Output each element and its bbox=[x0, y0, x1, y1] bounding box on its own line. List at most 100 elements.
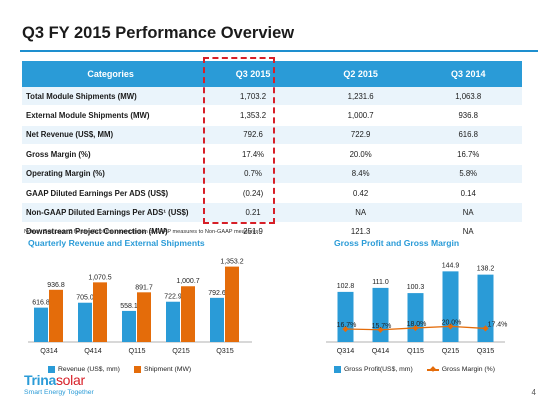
x-tick-label: Q115 bbox=[407, 346, 424, 355]
cell-value: NA bbox=[306, 202, 415, 223]
x-tick-label: Q414 bbox=[372, 346, 390, 355]
bar bbox=[372, 287, 389, 342]
cell-value: 0.21 bbox=[199, 202, 307, 223]
data-label: 792.6 bbox=[208, 290, 226, 297]
legend-item-revenue: Revenue (US$, mm) bbox=[48, 366, 120, 373]
bar bbox=[49, 289, 63, 342]
data-label: 616.8 bbox=[32, 300, 50, 307]
q3-2015-highlight-box bbox=[203, 57, 275, 224]
cell-value: 722.9 bbox=[306, 125, 415, 146]
revenue-shipment-chart: 616.8 936.8 Q314 705.0 1,070.5 Q414 558.1 891.7… bbox=[28, 259, 252, 355]
cell-value: 121.3 bbox=[306, 222, 415, 243]
cell-value: 1,353.2 bbox=[199, 105, 307, 126]
bar bbox=[477, 274, 494, 342]
cell-value: 616.8 bbox=[414, 125, 522, 146]
legend-label: Shipment (MW) bbox=[143, 366, 192, 373]
x-tick-label: Q315 bbox=[216, 346, 234, 355]
cell-value: 17.4% bbox=[199, 144, 307, 165]
header-q2-2015: Q2 2015 bbox=[306, 61, 415, 87]
table-row: GAAP Diluted Earnings Per ADS (US$) (0.2… bbox=[22, 183, 522, 204]
bar bbox=[122, 310, 136, 342]
bar bbox=[78, 302, 92, 342]
x-tick-label: Q215 bbox=[172, 346, 190, 355]
cell-value: 8.4% bbox=[306, 164, 415, 184]
row-label: External Module Shipments (MW) bbox=[22, 105, 200, 126]
table-row: Non-GAAP Diluted Earnings Per ADS¹ (US$)… bbox=[22, 202, 522, 223]
bar bbox=[210, 297, 224, 342]
cell-value: 1,703.2 bbox=[199, 87, 307, 107]
logo-brand-b: solar bbox=[55, 372, 85, 388]
table-row: Operating Margin (%) 0.7% 8.4% 5.8% bbox=[22, 164, 522, 184]
revenue-chart-title: Quarterly Revenue and External Shipments bbox=[28, 238, 205, 248]
data-label: 102.8 bbox=[337, 283, 355, 290]
x-tick-label: Q414 bbox=[84, 346, 102, 355]
legend-item-shipment: Shipment (MW) bbox=[133, 366, 192, 373]
row-label: Operating Margin (%) bbox=[22, 164, 200, 184]
legend-swatch bbox=[48, 366, 55, 373]
data-label: 936.8 bbox=[47, 282, 65, 289]
performance-table: Categories Q3 2015 Q2 2015 Q3 2014 Total… bbox=[22, 61, 522, 243]
logo-wordmark: Trinasolar bbox=[24, 372, 94, 388]
legend-label: Revenue (US$, mm) bbox=[58, 366, 120, 373]
legend-item-gross-margin: Gross Margin (%) bbox=[426, 366, 495, 373]
legend-line-swatch bbox=[426, 368, 439, 371]
data-label: 138.2 bbox=[477, 266, 495, 273]
line-data-label: 20.0% bbox=[442, 319, 462, 326]
line-point bbox=[447, 323, 454, 330]
cell-value: 0.7% bbox=[199, 164, 307, 184]
data-label: 705.0 bbox=[76, 295, 94, 302]
cell-value: 5.8% bbox=[414, 164, 522, 184]
table-row: Total Module Shipments (MW) 1,703.2 1,23… bbox=[22, 87, 522, 107]
data-label: 100.3 bbox=[407, 284, 425, 291]
bar bbox=[225, 266, 239, 342]
page-title: Q3 FY 2015 Performance Overview bbox=[22, 24, 295, 42]
x-tick-label: Q314 bbox=[337, 346, 355, 355]
line-data-label: 15.7% bbox=[372, 323, 392, 330]
title-divider bbox=[20, 50, 538, 52]
line-data-label: 17.4% bbox=[488, 321, 508, 328]
row-label: Net Revenue (US$, MM) bbox=[22, 125, 200, 146]
line-point bbox=[342, 325, 349, 333]
cell-value: NA bbox=[414, 202, 522, 223]
cell-value: NA bbox=[414, 222, 522, 243]
bar bbox=[34, 307, 48, 342]
cell-value: 792.6 bbox=[199, 125, 307, 146]
revenue-chart-legend: Revenue (US$, mm) Shipment (MW) bbox=[48, 366, 205, 373]
data-label: 722.9 bbox=[164, 294, 182, 301]
legend-swatch bbox=[334, 366, 341, 373]
cell-value: 1,000.7 bbox=[306, 105, 415, 126]
x-tick-label: Q215 bbox=[442, 346, 460, 355]
table-row: Net Revenue (US$, MM) 792.6 722.9 616.8 bbox=[22, 125, 522, 146]
row-label: Total Module Shipments (MW) bbox=[22, 87, 200, 107]
cell-value: 1,063.8 bbox=[414, 87, 522, 107]
data-label: 1,353.2 bbox=[220, 259, 243, 266]
row-label: Gross Margin (%) bbox=[22, 144, 200, 165]
page-number: 4 bbox=[531, 388, 536, 397]
cell-value: 20.0% bbox=[306, 144, 415, 165]
line-point bbox=[377, 326, 384, 333]
bar bbox=[442, 271, 459, 342]
gross-profit-chart: 102.8 Q314 111.0 Q414 100.3 Q115 144.9 Q215 138.… bbox=[326, 262, 508, 355]
bar bbox=[181, 286, 195, 342]
row-label: GAAP Diluted Earnings Per ADS (US$) bbox=[22, 183, 200, 204]
header-q3-2014: Q3 2014 bbox=[414, 61, 522, 87]
data-label: 111.0 bbox=[372, 279, 389, 286]
data-label: 144.9 bbox=[442, 262, 460, 269]
legend-label: Gross Margin (%) bbox=[441, 366, 495, 373]
row-label: Downstream Project Connection (MW) bbox=[22, 222, 200, 243]
bar bbox=[166, 301, 180, 342]
table-header-row: Categories Q3 2015 Q2 2015 Q3 2014 bbox=[22, 61, 522, 87]
header-categories: Categories bbox=[22, 61, 200, 87]
line-data-label: 16.7% bbox=[337, 322, 357, 329]
table-row: Gross Margin (%) 17.4% 20.0% 16.7% bbox=[22, 144, 522, 165]
gross-profit-chart-legend: Gross Profit(US$, mm) Gross Margin (%) bbox=[334, 366, 509, 373]
table-row: Downstream Project Connection (MW) 251.9… bbox=[22, 222, 522, 243]
data-label: 1,000.7 bbox=[176, 278, 199, 285]
data-label: 558.1 bbox=[120, 303, 138, 310]
data-label: 1,070.5 bbox=[88, 274, 111, 281]
x-tick-label: Q315 bbox=[477, 346, 495, 355]
trina-solar-logo: Trinasolar Smart Energy Together bbox=[24, 372, 94, 396]
legend-swatch bbox=[133, 366, 141, 373]
bar bbox=[337, 291, 354, 342]
cell-value: 1,231.6 bbox=[306, 87, 415, 107]
